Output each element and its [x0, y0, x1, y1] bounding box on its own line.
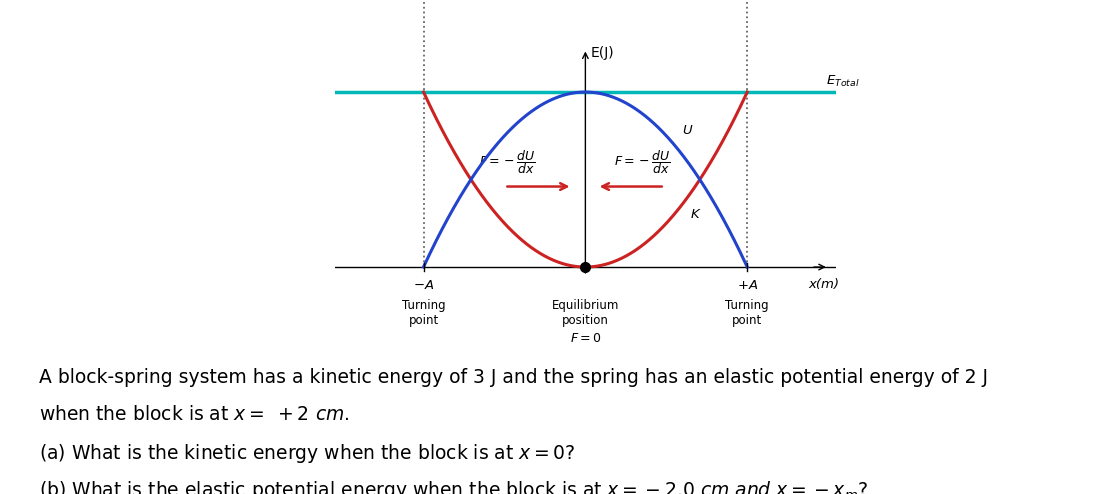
- Text: Equilibrium: Equilibrium: [552, 298, 619, 312]
- Text: Turning: Turning: [401, 298, 445, 312]
- Text: $F = -\dfrac{dU}{dx}$: $F = -\dfrac{dU}{dx}$: [613, 148, 670, 176]
- Text: K: K: [690, 208, 699, 221]
- Text: when the block is at $x =\ +2\ cm$.: when the block is at $x =\ +2\ cm$.: [39, 405, 349, 424]
- Text: E(J): E(J): [590, 46, 614, 60]
- Text: x(m): x(m): [808, 278, 840, 290]
- Text: Turning: Turning: [726, 298, 769, 312]
- Text: $+A$: $+A$: [737, 279, 758, 292]
- Text: $-A$: $-A$: [413, 279, 434, 292]
- Text: A block-spring system has a kinetic energy of 3 J and the spring has an elastic : A block-spring system has a kinetic ener…: [39, 368, 988, 387]
- Text: $E_{Total}$: $E_{Total}$: [826, 74, 860, 88]
- Text: (b) What is the elastic potential energy when the block is at $x = -2.0\ cm$ $\m: (b) What is the elastic potential energy…: [39, 479, 869, 494]
- Text: point: point: [733, 314, 763, 328]
- Text: U: U: [682, 124, 692, 137]
- Text: position: position: [562, 314, 609, 328]
- Text: $F = 0$: $F = 0$: [570, 332, 601, 345]
- Text: $F = -\dfrac{dU}{dx}$: $F = -\dfrac{dU}{dx}$: [479, 148, 536, 176]
- Text: (a) What is the kinetic energy when the block is at $x = 0$?: (a) What is the kinetic energy when the …: [39, 442, 575, 465]
- Text: point: point: [408, 314, 438, 328]
